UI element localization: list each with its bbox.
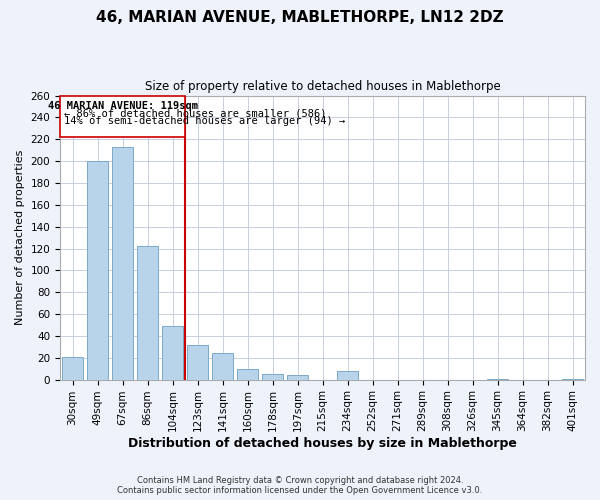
- Bar: [237, 368, 258, 380]
- X-axis label: Distribution of detached houses by size in Mablethorpe: Distribution of detached houses by size …: [128, 437, 517, 450]
- Text: 46, MARIAN AVENUE, MABLETHORPE, LN12 2DZ: 46, MARIAN AVENUE, MABLETHORPE, LN12 2DZ: [96, 10, 504, 25]
- Text: Contains HM Land Registry data © Crown copyright and database right 2024.
Contai: Contains HM Land Registry data © Crown c…: [118, 476, 482, 495]
- Bar: [62, 356, 83, 380]
- Bar: [562, 378, 583, 380]
- Title: Size of property relative to detached houses in Mablethorpe: Size of property relative to detached ho…: [145, 80, 500, 93]
- Bar: [487, 378, 508, 380]
- Y-axis label: Number of detached properties: Number of detached properties: [15, 150, 25, 326]
- Bar: [287, 375, 308, 380]
- Text: 14% of semi-detached houses are larger (94) →: 14% of semi-detached houses are larger (…: [64, 116, 345, 126]
- Text: 46 MARIAN AVENUE: 119sqm: 46 MARIAN AVENUE: 119sqm: [47, 101, 197, 111]
- FancyBboxPatch shape: [60, 96, 185, 137]
- Bar: [112, 147, 133, 380]
- Text: ← 86% of detached houses are smaller (586): ← 86% of detached houses are smaller (58…: [64, 108, 326, 118]
- Bar: [187, 344, 208, 380]
- Bar: [337, 371, 358, 380]
- Bar: [137, 246, 158, 380]
- Bar: [262, 374, 283, 380]
- Bar: [162, 326, 183, 380]
- Bar: [212, 354, 233, 380]
- Bar: [87, 161, 108, 380]
